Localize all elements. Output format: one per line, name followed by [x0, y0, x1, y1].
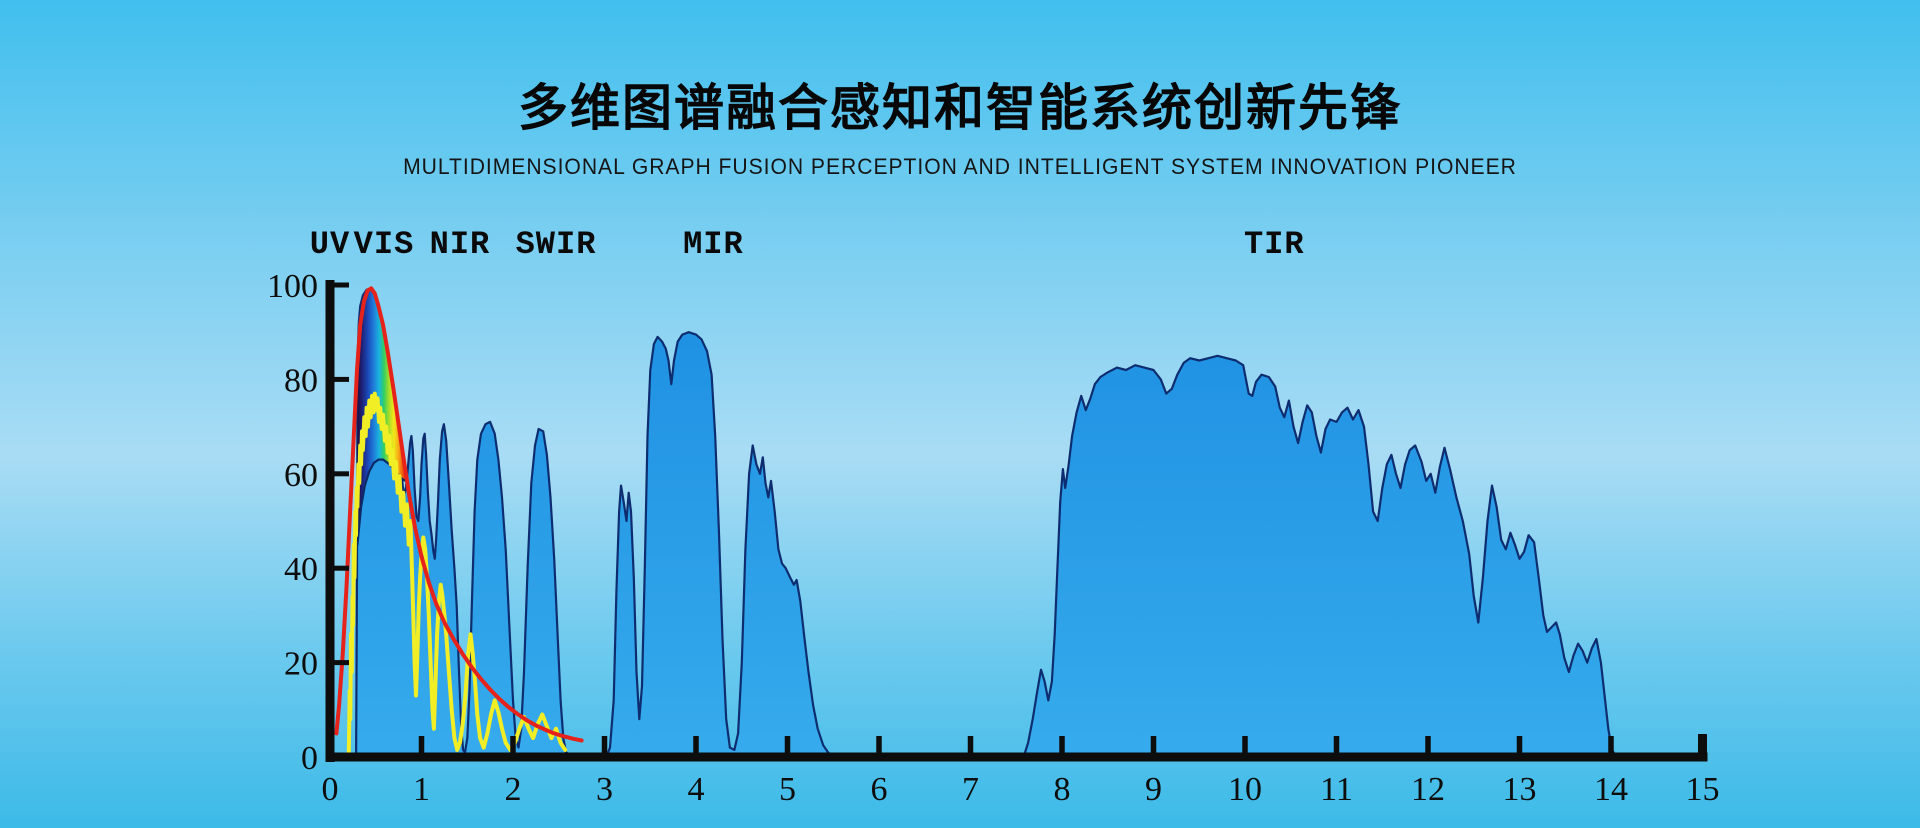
- x-tick: [1150, 736, 1157, 756]
- blackbody-curve: [334, 286, 584, 743]
- x-tick: [1059, 736, 1065, 756]
- band-labels: UV VIS NIR SWIR MIR TIR: [310, 226, 1305, 263]
- band-label-mir: MIR: [683, 226, 744, 263]
- x-tick-label: 12: [1411, 771, 1445, 808]
- x-tick-label: 7: [962, 771, 979, 808]
- x-tick-label: 10: [1228, 771, 1262, 808]
- x-tick-label: 9: [1145, 771, 1162, 808]
- x-tick-label: 11: [1320, 771, 1353, 808]
- y-tick-label: 100: [267, 268, 318, 305]
- x-tick: [1333, 736, 1340, 756]
- x-tick: [418, 736, 425, 756]
- band-label-tir: TIR: [1244, 226, 1305, 263]
- x-tick: [1516, 736, 1523, 756]
- band-label-nir: NIR: [430, 226, 491, 263]
- x-tick: [1425, 736, 1431, 756]
- solar-spectrum-curve: [346, 391, 568, 755]
- x-tick-label: 14: [1594, 771, 1628, 808]
- x-tick-label: 1: [413, 771, 430, 808]
- x-tick: [510, 736, 516, 756]
- y-tick-label: 40: [284, 551, 318, 588]
- x-axis-end-hook: [1698, 734, 1707, 760]
- y-axis: [325, 280, 335, 762]
- band-label-vis: VIS: [354, 226, 415, 263]
- x-tick: [1608, 736, 1614, 756]
- band-label-uv: UV: [310, 226, 350, 263]
- x-tick: [1242, 736, 1248, 756]
- x-tick: [967, 736, 974, 756]
- x-tick: [693, 736, 699, 756]
- y-tick-label: 0: [301, 740, 318, 777]
- y-tick-label: 20: [284, 646, 318, 683]
- x-tick-label: 3: [596, 771, 613, 808]
- y-tick: [334, 376, 349, 382]
- x-tick-label: 0: [322, 771, 339, 808]
- x-tick-label: 6: [871, 771, 888, 808]
- x-tick-label: 13: [1503, 771, 1537, 808]
- y-tick-label: 80: [284, 362, 318, 399]
- page-subtitle: MULTIDIMENSIONAL GRAPH FUSION PERCEPTION…: [403, 154, 1517, 179]
- x-tick: [784, 736, 791, 756]
- x-tick: [876, 736, 882, 756]
- x-tick-label: 15: [1686, 771, 1720, 808]
- x-tick-label: 5: [779, 771, 796, 808]
- y-tick: [334, 660, 349, 666]
- x-tick-label: 4: [688, 771, 705, 808]
- y-tick: [334, 282, 349, 288]
- y-tick: [334, 471, 349, 477]
- x-tick-label: 2: [505, 771, 522, 808]
- y-tick-label: 60: [284, 457, 318, 494]
- y-tick: [334, 565, 349, 571]
- x-tick-label: 8: [1054, 771, 1071, 808]
- transmission-area: [355, 287, 1618, 759]
- x-tick: [601, 736, 608, 756]
- band-label-swir: SWIR: [516, 226, 597, 263]
- page-title: 多维图谱融合感知和智能系统创新先锋: [518, 80, 1402, 136]
- x-axis: [325, 752, 1708, 762]
